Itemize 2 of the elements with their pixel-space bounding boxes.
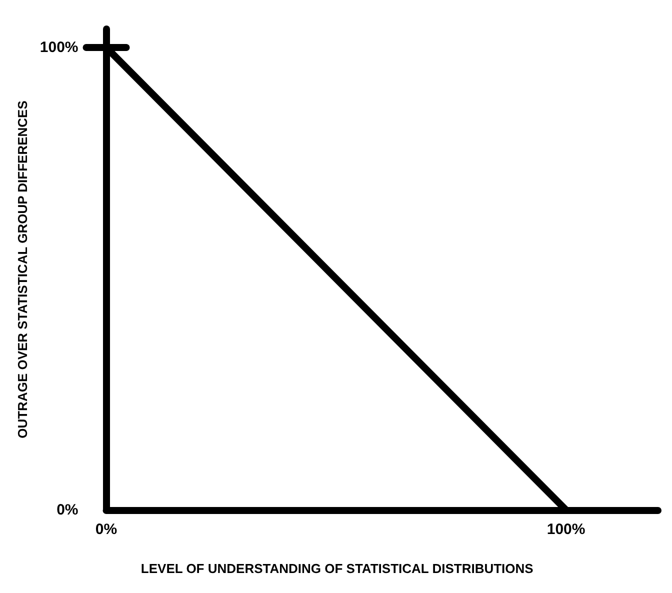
x-axis-title: LEVEL OF UNDERSTANDING OF STATISTICAL DISTRIBUTIONS — [140, 561, 534, 576]
y-axis-title: OUTRAGE OVER STATISTICAL GROUP DIFFERENCES — [15, 100, 30, 438]
